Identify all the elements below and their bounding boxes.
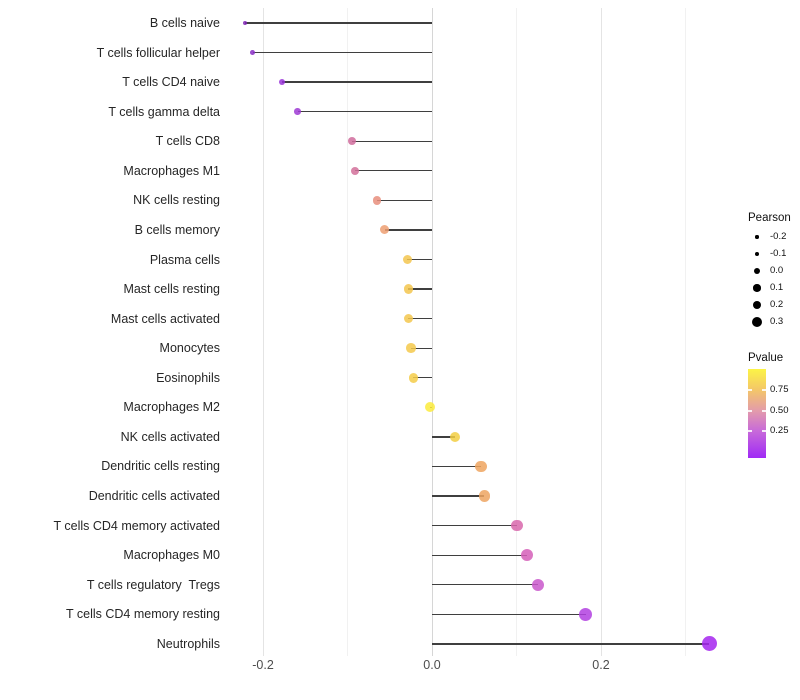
lollipop-segment <box>413 377 432 379</box>
category-label: Macrophages M2 <box>123 400 220 415</box>
lollipop-segment <box>351 140 432 142</box>
lollipop-segment <box>384 229 432 231</box>
category-label: Dendritic cells activated <box>88 489 220 504</box>
category-label: Mast cells activated <box>110 311 220 326</box>
x-axis-tick-label: -0.2 <box>252 658 274 672</box>
lollipop-dot <box>449 431 461 443</box>
lollipop-dot <box>372 195 382 205</box>
pvalue-bar-tick <box>762 430 766 432</box>
pvalue-bar-tick <box>762 389 766 391</box>
category-label: Monocytes <box>159 341 220 356</box>
pearson-legend-dot <box>755 235 759 239</box>
major-gridline <box>262 8 264 656</box>
category-label: Mast cells resting <box>123 282 220 297</box>
pvalue-bar-tick <box>748 430 752 432</box>
pearson-legend-dot <box>753 267 760 274</box>
pearson-legend-label: 0.0 <box>770 265 784 276</box>
x-axis-tick-label: 0.2 <box>592 658 610 672</box>
lollipop-dot <box>701 636 717 652</box>
lollipop-dot <box>250 50 256 55</box>
pearson-legend-dot <box>754 251 760 257</box>
category-label: Eosinophils <box>156 370 220 385</box>
category-label: B cells naive <box>149 16 220 30</box>
pearson-legend-label: -0.1 <box>770 248 787 259</box>
lollipop-dot <box>475 460 487 473</box>
category-label: B cells memory <box>134 222 220 237</box>
lollipop-dot <box>243 20 248 26</box>
lollipop-dot <box>408 372 419 383</box>
pvalue-legend-label: 0.50 <box>770 405 789 416</box>
lollipop-segment <box>245 22 432 24</box>
pearson-legend-dot <box>752 300 762 310</box>
lollipop-dot <box>511 519 524 532</box>
minor-gridline <box>685 8 686 656</box>
category-label: T cells CD4 memory resting <box>66 607 220 622</box>
lollipop-dot <box>579 607 593 621</box>
pvalue-legend-label: 0.25 <box>770 425 789 437</box>
pvalue-bar-tick <box>748 389 752 391</box>
lollipop-dot <box>402 254 413 265</box>
major-gridline <box>431 8 433 656</box>
lollipop-segment <box>432 465 481 468</box>
pearson-legend-label: 0.3 <box>770 316 784 327</box>
lollipop-segment <box>377 199 432 202</box>
category-label: T cells CD4 memory activated <box>53 518 221 533</box>
pearson-legend-label: 0.1 <box>770 282 784 293</box>
lollipop-dot <box>350 166 360 175</box>
lollipop-dot <box>531 578 544 591</box>
pvalue-gradient-bar <box>748 369 766 458</box>
pearson-legend-title: Pearson <box>748 212 791 224</box>
lollipop-segment <box>432 643 710 645</box>
category-label: T cells gamma delta <box>108 104 220 119</box>
category-label: Neutrophils <box>156 636 220 651</box>
pearson-legend-label: 0.2 <box>770 299 784 310</box>
lollipop-segment <box>410 347 432 349</box>
pvalue-legend-label: 0.75 <box>770 384 789 395</box>
lollipop-segment <box>407 258 432 261</box>
lollipop-segment <box>432 554 528 556</box>
lollipop-dot <box>294 108 301 115</box>
lollipop-dot <box>425 402 436 413</box>
lollipop-dot <box>406 343 416 353</box>
lollipop-dot <box>403 284 414 294</box>
lollipop-segment <box>432 524 518 527</box>
minor-gridline <box>347 8 348 656</box>
lollipop-segment <box>432 584 538 586</box>
lollipop-segment <box>281 81 432 83</box>
pearson-legend-label: -0.2 <box>770 231 787 242</box>
lollipop-segment <box>432 613 586 615</box>
category-label: NK cells resting <box>133 193 220 208</box>
lollipop-segment <box>252 51 432 54</box>
lollipop-segment <box>355 170 432 172</box>
pvalue-bar-tick <box>762 410 766 412</box>
lollipop-dot <box>403 313 414 324</box>
category-label: NK cells activated <box>120 429 220 444</box>
lollipop-dot <box>478 490 490 502</box>
lollipop-dot <box>347 137 356 146</box>
lollipop-segment <box>408 318 432 320</box>
lollipop-segment <box>432 495 485 497</box>
category-label: Macrophages M1 <box>123 163 220 178</box>
pvalue-bar-tick <box>748 410 752 412</box>
category-label: Macrophages M0 <box>123 548 220 563</box>
lollipop-segment <box>408 288 432 290</box>
x-axis-tick-label: 0.0 <box>423 658 441 672</box>
category-label: Plasma cells <box>149 252 220 267</box>
category-label: T cells regulatory Tregs <box>86 577 220 592</box>
category-label: T cells CD8 <box>155 134 220 149</box>
lollipop-segment <box>297 111 432 113</box>
lollipop-dot <box>278 79 285 86</box>
lollipop-segment <box>432 436 455 438</box>
minor-gridline <box>516 8 517 656</box>
pearson-legend-dot <box>753 284 761 292</box>
category-label: T cells CD4 naive <box>122 75 220 90</box>
lollipop-dot <box>380 225 390 235</box>
major-gridline <box>600 8 602 656</box>
pearson-legend-dot <box>752 317 762 327</box>
category-label: Dendritic cells resting <box>101 459 220 474</box>
lollipop-dot <box>521 549 534 562</box>
category-label: T cells follicular helper <box>96 45 220 60</box>
pvalue-legend-title: Pvalue <box>748 352 784 364</box>
